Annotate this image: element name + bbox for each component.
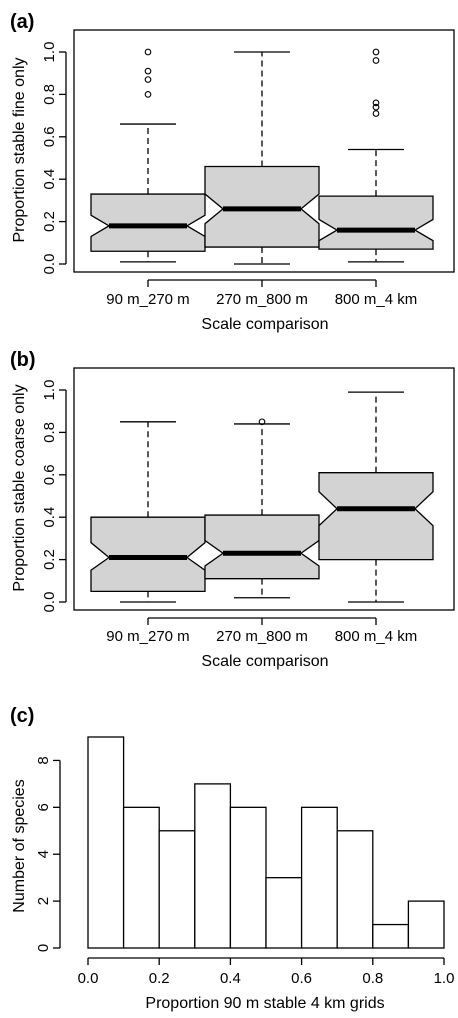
x-tick-label: 0.6	[291, 970, 312, 987]
x-tick-label: 1.0	[434, 970, 455, 987]
y-tick-label: 0.8	[41, 84, 58, 105]
panel-c-ylabel: Number of species	[11, 779, 28, 912]
outlier-point	[144, 76, 152, 83]
histogram-bar	[407, 900, 445, 949]
histogram-bar	[300, 806, 338, 949]
histogram-bar	[265, 877, 303, 949]
y-tick-label: 0.6	[41, 464, 58, 485]
panel-c-xlabel: Proportion 90 m stable 4 km grids	[145, 995, 384, 1012]
plot-frame	[73, 29, 455, 273]
histogram-bar	[194, 783, 232, 949]
outlier-point	[372, 48, 380, 56]
outlier-point	[258, 418, 266, 426]
panel-b-ylabel: Proportion stable coarse only	[11, 384, 28, 591]
y-tick-label: 0.0	[41, 592, 58, 613]
y-tick-label: 0	[35, 944, 52, 952]
box-body	[318, 195, 434, 250]
outlier-point	[372, 99, 380, 107]
panel-a-xlabel: Scale comparison	[201, 316, 328, 333]
y-tick-label: 0.0	[41, 254, 58, 275]
y-tick-label: 0.4	[41, 169, 58, 190]
y-tick-label: 1.0	[41, 42, 58, 63]
panel-b-boxplot: (b) Proportion stable coarse only Scale …	[10, 349, 455, 670]
y-tick-label: 0.2	[41, 211, 58, 232]
panel-b-xlabel: Scale comparison	[201, 653, 328, 670]
x-tick-label: 0.2	[149, 970, 170, 987]
y-tick-label: 6	[35, 803, 52, 811]
box-body	[90, 193, 206, 252]
panel-a-ylabel: Proportion stable fine only	[11, 58, 28, 243]
y-tick-label: 8	[35, 756, 52, 764]
histogram-bar	[158, 830, 196, 949]
outlier-point	[144, 91, 152, 98]
y-tick-label: 0.2	[41, 549, 58, 570]
x-tick-label: 800 m_4 km	[335, 291, 418, 308]
histogram-bar	[87, 736, 125, 949]
outlier-point	[372, 103, 380, 111]
panel-c-label: (c)	[10, 705, 34, 727]
x-tick-label: 800 m_4 km	[335, 628, 418, 645]
outlier-point	[372, 57, 380, 64]
box-body	[318, 472, 434, 561]
panel-b-label: (b)	[10, 349, 36, 371]
x-tick-label: 90 m_270 m	[106, 628, 189, 645]
x-tick-label: 0.8	[362, 970, 383, 987]
panel-a-label: (a)	[10, 11, 34, 33]
box-body	[204, 514, 320, 580]
histogram-bar	[336, 830, 374, 949]
x-tick-label: 0.4	[220, 970, 241, 987]
y-tick-label: 2	[35, 897, 52, 905]
box-body	[90, 516, 206, 593]
y-tick-label: 0.6	[41, 126, 58, 147]
outlier-point	[144, 48, 152, 56]
histogram-bar	[229, 806, 267, 949]
outlier-point	[144, 67, 152, 75]
outlier-point	[372, 110, 380, 117]
y-tick-label: 1.0	[41, 380, 58, 401]
x-tick-label: 270 m_800 m	[216, 291, 308, 308]
y-tick-label: 4	[35, 850, 52, 858]
x-tick-label: 0.0	[78, 970, 99, 987]
plot-frame	[73, 367, 455, 611]
panel-c-histogram: (c) Number of species Proportion 90 m st…	[10, 705, 454, 1012]
y-tick-label: 0.4	[41, 507, 58, 528]
y-tick-label: 0.8	[41, 422, 58, 443]
histogram-bar	[122, 806, 160, 949]
histogram-bar	[372, 923, 410, 949]
x-tick-label: 270 m_800 m	[216, 628, 308, 645]
x-tick-label: 90 m_270 m	[106, 291, 189, 308]
panel-a-boxplot: (a) Proportion stable fine only Scale co…	[10, 11, 455, 333]
